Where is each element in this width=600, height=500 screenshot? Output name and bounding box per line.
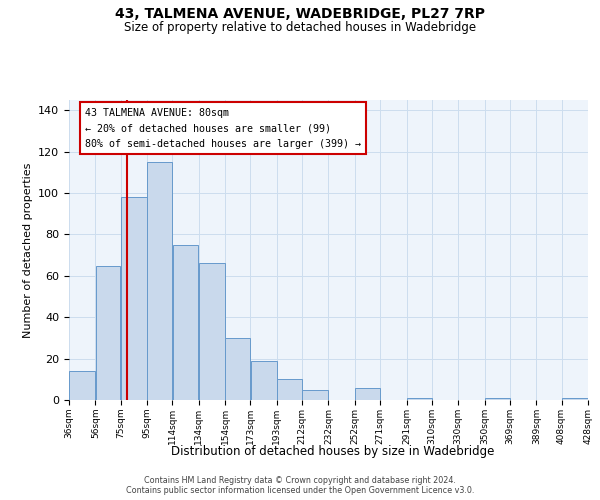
Bar [251, 360, 277, 400]
Text: Size of property relative to detached houses in Wadebridge: Size of property relative to detached ho… [124, 21, 476, 34]
Bar [173, 245, 199, 400]
Text: Distribution of detached houses by size in Wadebridge: Distribution of detached houses by size … [172, 444, 494, 458]
Bar [199, 264, 225, 400]
Bar [302, 390, 328, 400]
Bar [121, 197, 147, 400]
Bar [407, 398, 431, 400]
Bar [69, 371, 95, 400]
Bar [148, 162, 172, 400]
Text: Contains public sector information licensed under the Open Government Licence v3: Contains public sector information licen… [126, 486, 474, 495]
Text: 43, TALMENA AVENUE, WADEBRIDGE, PL27 7RP: 43, TALMENA AVENUE, WADEBRIDGE, PL27 7RP [115, 8, 485, 22]
Bar [96, 266, 121, 400]
Text: 43 TALMENA AVENUE: 80sqm
← 20% of detached houses are smaller (99)
80% of semi-d: 43 TALMENA AVENUE: 80sqm ← 20% of detach… [85, 108, 361, 148]
Bar [277, 380, 302, 400]
Bar [226, 338, 250, 400]
Bar [485, 398, 509, 400]
Bar [562, 398, 588, 400]
Y-axis label: Number of detached properties: Number of detached properties [23, 162, 32, 338]
Text: Contains HM Land Registry data © Crown copyright and database right 2024.: Contains HM Land Registry data © Crown c… [144, 476, 456, 485]
Bar [355, 388, 380, 400]
